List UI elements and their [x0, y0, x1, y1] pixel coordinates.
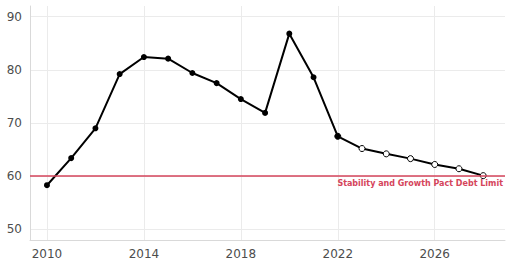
svg-text:Stability and Growth Pact Debt: Stability and Growth Pact Debt Limit [337, 179, 503, 188]
svg-text:2026: 2026 [419, 247, 450, 261]
svg-text:60: 60 [7, 169, 22, 183]
svg-text:80: 80 [7, 63, 22, 77]
svg-text:70: 70 [7, 116, 22, 130]
svg-text:2022: 2022 [323, 247, 354, 261]
svg-text:2010: 2010 [32, 247, 63, 261]
svg-text:50: 50 [7, 222, 22, 236]
svg-text:2018: 2018 [226, 247, 257, 261]
svg-text:2014: 2014 [129, 247, 160, 261]
svg-text:90: 90 [7, 10, 22, 24]
